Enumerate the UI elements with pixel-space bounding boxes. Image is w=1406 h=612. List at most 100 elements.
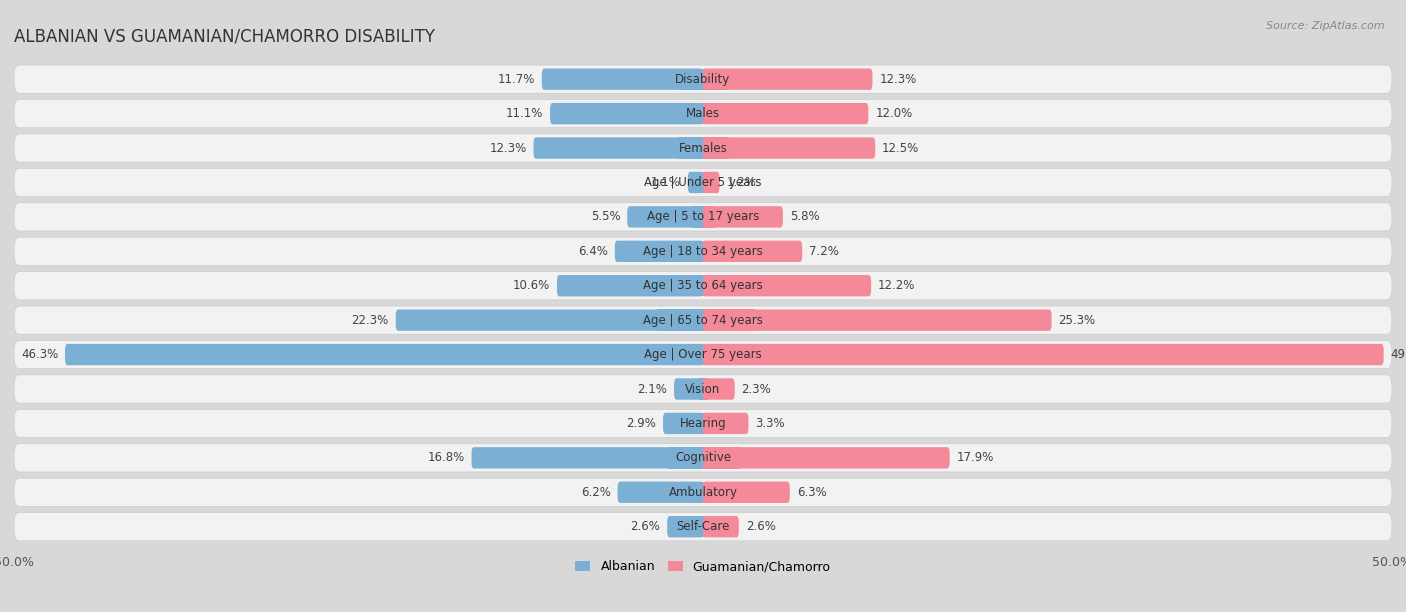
FancyBboxPatch shape bbox=[703, 412, 748, 434]
Text: Hearing: Hearing bbox=[679, 417, 727, 430]
FancyBboxPatch shape bbox=[703, 241, 803, 262]
Bar bbox=[678, 137, 703, 159]
FancyBboxPatch shape bbox=[14, 306, 1392, 334]
FancyBboxPatch shape bbox=[14, 375, 1392, 403]
Text: 5.8%: 5.8% bbox=[790, 211, 820, 223]
FancyBboxPatch shape bbox=[703, 344, 1384, 365]
Text: 12.3%: 12.3% bbox=[879, 73, 917, 86]
Text: 2.6%: 2.6% bbox=[745, 520, 776, 533]
FancyBboxPatch shape bbox=[14, 513, 1392, 541]
FancyBboxPatch shape bbox=[471, 447, 703, 469]
FancyBboxPatch shape bbox=[614, 241, 703, 262]
Bar bbox=[703, 344, 806, 365]
Text: 16.8%: 16.8% bbox=[427, 452, 464, 465]
Text: Ambulatory: Ambulatory bbox=[668, 486, 738, 499]
Bar bbox=[703, 103, 728, 124]
Legend: Albanian, Guamanian/Chamorro: Albanian, Guamanian/Chamorro bbox=[572, 556, 834, 577]
Text: 11.1%: 11.1% bbox=[506, 107, 543, 120]
Text: 17.9%: 17.9% bbox=[956, 452, 994, 465]
Text: ALBANIAN VS GUAMANIAN/CHAMORRO DISABILITY: ALBANIAN VS GUAMANIAN/CHAMORRO DISABILIT… bbox=[14, 27, 434, 45]
Bar bbox=[697, 412, 703, 434]
FancyBboxPatch shape bbox=[703, 69, 873, 90]
Text: Females: Females bbox=[679, 141, 727, 154]
FancyBboxPatch shape bbox=[541, 69, 703, 90]
FancyBboxPatch shape bbox=[668, 516, 703, 537]
Text: 46.3%: 46.3% bbox=[21, 348, 58, 361]
FancyBboxPatch shape bbox=[703, 137, 875, 159]
FancyBboxPatch shape bbox=[14, 444, 1392, 472]
Text: 49.4%: 49.4% bbox=[1391, 348, 1406, 361]
Text: Age | 5 to 17 years: Age | 5 to 17 years bbox=[647, 211, 759, 223]
FancyBboxPatch shape bbox=[14, 237, 1392, 266]
Text: 10.6%: 10.6% bbox=[513, 279, 550, 292]
FancyBboxPatch shape bbox=[664, 412, 703, 434]
FancyBboxPatch shape bbox=[14, 100, 1392, 128]
Text: 12.3%: 12.3% bbox=[489, 141, 527, 154]
Text: 11.7%: 11.7% bbox=[498, 73, 534, 86]
Text: 22.3%: 22.3% bbox=[352, 314, 389, 327]
FancyBboxPatch shape bbox=[557, 275, 703, 296]
Text: 6.2%: 6.2% bbox=[581, 486, 610, 499]
FancyBboxPatch shape bbox=[14, 134, 1392, 162]
Bar bbox=[668, 447, 703, 469]
Text: 2.6%: 2.6% bbox=[630, 520, 661, 533]
FancyBboxPatch shape bbox=[550, 103, 703, 124]
Text: 2.9%: 2.9% bbox=[626, 417, 657, 430]
Text: 3.3%: 3.3% bbox=[755, 417, 785, 430]
Bar bbox=[690, 241, 703, 262]
Bar bbox=[703, 310, 755, 331]
Text: Vision: Vision bbox=[685, 382, 721, 395]
Text: Males: Males bbox=[686, 107, 720, 120]
Text: Age | 18 to 34 years: Age | 18 to 34 years bbox=[643, 245, 763, 258]
Text: Age | 35 to 64 years: Age | 35 to 64 years bbox=[643, 279, 763, 292]
Text: Disability: Disability bbox=[675, 73, 731, 86]
Bar bbox=[703, 275, 728, 296]
Text: Source: ZipAtlas.com: Source: ZipAtlas.com bbox=[1267, 21, 1385, 31]
Bar bbox=[690, 482, 703, 503]
Text: Cognitive: Cognitive bbox=[675, 452, 731, 465]
Bar bbox=[703, 412, 710, 434]
Bar bbox=[703, 172, 706, 193]
FancyBboxPatch shape bbox=[703, 206, 783, 228]
FancyBboxPatch shape bbox=[703, 103, 869, 124]
Bar bbox=[699, 378, 703, 400]
FancyBboxPatch shape bbox=[14, 340, 1392, 368]
Text: Age | Over 75 years: Age | Over 75 years bbox=[644, 348, 762, 361]
Bar bbox=[703, 241, 718, 262]
Text: Age | 65 to 74 years: Age | 65 to 74 years bbox=[643, 314, 763, 327]
Text: 12.0%: 12.0% bbox=[875, 107, 912, 120]
Bar bbox=[681, 275, 703, 296]
Bar bbox=[703, 482, 716, 503]
Bar bbox=[703, 447, 740, 469]
Text: 7.2%: 7.2% bbox=[808, 245, 839, 258]
FancyBboxPatch shape bbox=[14, 478, 1392, 506]
Bar bbox=[657, 310, 703, 331]
FancyBboxPatch shape bbox=[703, 482, 790, 503]
Bar bbox=[703, 206, 716, 228]
Bar bbox=[703, 137, 728, 159]
FancyBboxPatch shape bbox=[703, 275, 872, 296]
Text: 1.2%: 1.2% bbox=[727, 176, 756, 189]
Bar bbox=[679, 69, 703, 90]
FancyBboxPatch shape bbox=[703, 310, 1052, 331]
FancyBboxPatch shape bbox=[703, 172, 720, 193]
Text: Self-Care: Self-Care bbox=[676, 520, 730, 533]
Bar bbox=[703, 516, 709, 537]
FancyBboxPatch shape bbox=[703, 447, 949, 469]
FancyBboxPatch shape bbox=[65, 344, 703, 365]
Bar bbox=[703, 69, 728, 90]
Text: 5.5%: 5.5% bbox=[591, 211, 620, 223]
FancyBboxPatch shape bbox=[627, 206, 703, 228]
Text: 2.1%: 2.1% bbox=[637, 382, 668, 395]
Text: 12.5%: 12.5% bbox=[882, 141, 920, 154]
FancyBboxPatch shape bbox=[688, 172, 703, 193]
FancyBboxPatch shape bbox=[533, 137, 703, 159]
Text: 6.3%: 6.3% bbox=[797, 486, 827, 499]
Bar bbox=[700, 172, 703, 193]
Text: 12.2%: 12.2% bbox=[877, 279, 915, 292]
FancyBboxPatch shape bbox=[673, 378, 703, 400]
Bar bbox=[697, 516, 703, 537]
FancyBboxPatch shape bbox=[703, 378, 735, 400]
Text: 2.3%: 2.3% bbox=[741, 382, 772, 395]
FancyBboxPatch shape bbox=[617, 482, 703, 503]
